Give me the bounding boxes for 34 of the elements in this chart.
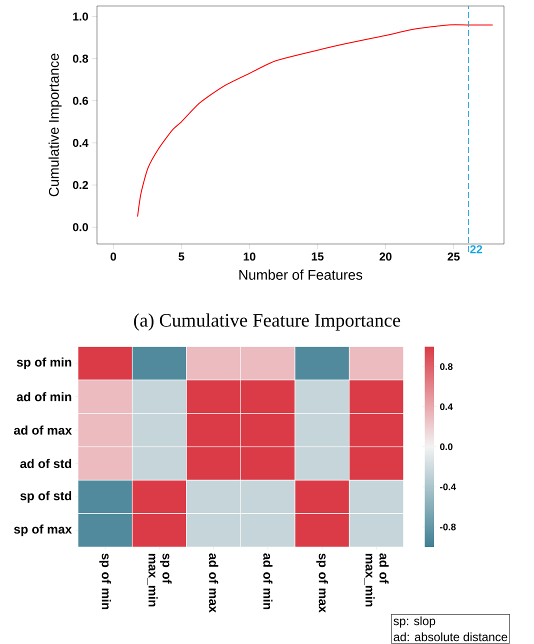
text: sp: slop (394, 616, 436, 628)
y-tick-label: ad of min (16, 392, 72, 402)
text: (a) Cumulative Feature Importance (134, 313, 400, 331)
x-tick-label: 15 (312, 252, 324, 261)
color-bar-label: 0.8 (440, 363, 453, 370)
x-tick-label: ad of max (209, 553, 218, 613)
y-tick-label: 0.8 (72, 54, 88, 63)
text: ad: absolute distance (394, 632, 508, 642)
y-tick-label: ad of std (20, 458, 72, 468)
y-tick-label: sp of std (20, 491, 72, 503)
y-tick-label: 0.2 (72, 180, 88, 190)
y-tick-label: 0.4 (72, 138, 88, 147)
x-tick-label: 10 (244, 252, 256, 261)
color-bar-label: 0.4 (440, 403, 453, 410)
color-bar-label: -0.4 (440, 484, 456, 490)
y-tick-label: ad of max (14, 426, 72, 435)
x-tick-label: 25 (448, 252, 460, 261)
x-tick-label: 20 (380, 252, 392, 261)
color-bar-label: 0.0 (440, 443, 452, 450)
x-tick-label: ad of max_min (364, 553, 389, 606)
y-tick-label: sp of min (16, 357, 72, 370)
y-tick-label: sp of max (14, 524, 72, 536)
x-tick-label: ad of min (263, 553, 272, 610)
annotation: 22 (470, 245, 482, 254)
x-tick-label: 5 (178, 252, 184, 261)
x-tick-label: 0 (110, 252, 116, 261)
y-tick-label: 0.0 (72, 223, 88, 232)
x-tick-label: sp of max_min (147, 553, 172, 606)
color-bar-label: -0.8 (440, 524, 456, 530)
y-tick-label: 1.0 (73, 12, 88, 21)
y-tick-label: 0.6 (72, 96, 88, 105)
x-axis-title: Number of Features (239, 270, 362, 280)
y-axis-title: Cumulative Importance (48, 54, 62, 196)
x-tick-label: sp of max (316, 553, 328, 613)
